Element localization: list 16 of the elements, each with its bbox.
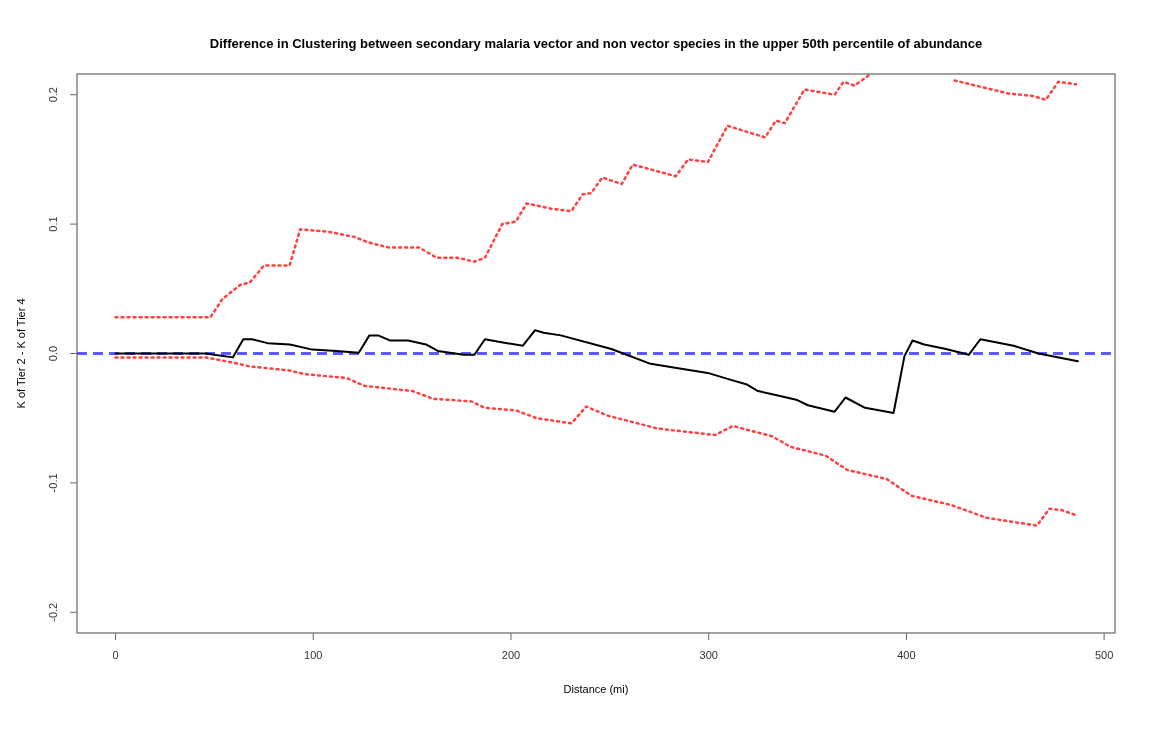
x-tick-label: 300 — [699, 649, 718, 661]
x-axis-title: Distance (mi) — [563, 683, 629, 695]
line-series — [114, 329, 1079, 415]
x-tick-label: 0 — [112, 649, 119, 661]
y-axis-title: K of Tier 2 - K of Tier 4 — [15, 298, 27, 409]
y-tick-label: 0.0 — [47, 345, 59, 362]
y-tick-label: -0.1 — [47, 473, 59, 493]
x-tick-label: 500 — [1094, 649, 1114, 661]
x-tick-label: 400 — [897, 649, 916, 661]
y-tick-label: -0.2 — [47, 602, 59, 622]
y-tick-label: 0.2 — [47, 87, 59, 103]
chart-title: Difference in Clustering between secondary malaria vector and non vector species in the upper 50th percentile of abundance — [209, 36, 983, 51]
x-tick-label: 100 — [304, 649, 323, 661]
y-tick-label: 0.1 — [47, 216, 59, 232]
line-series — [114, 356, 1078, 527]
x-tick-label: 200 — [501, 649, 521, 661]
